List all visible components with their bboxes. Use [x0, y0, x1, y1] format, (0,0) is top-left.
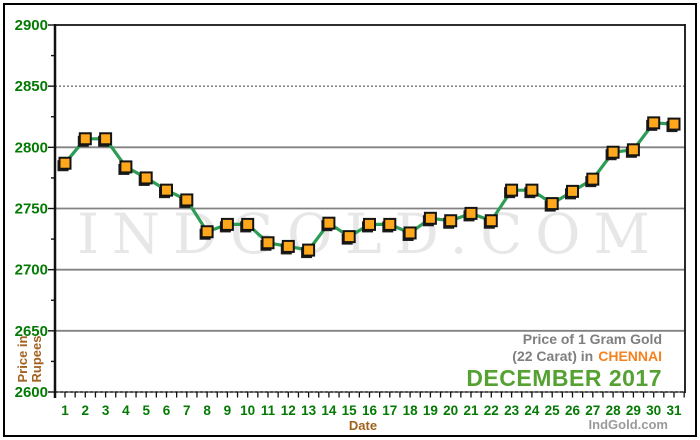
x-tick-label: 28 — [606, 403, 622, 418]
x-tick-label: 26 — [565, 403, 581, 418]
x-tick-label: 29 — [626, 403, 641, 418]
data-point-marker — [200, 225, 214, 239]
chart-title-line1: Price of 1 Gram Gold — [522, 331, 662, 347]
data-point-marker — [566, 184, 579, 198]
x-tick-label: 4 — [122, 403, 130, 418]
x-tick-label: 1 — [61, 403, 69, 418]
x-tick-label: 27 — [585, 403, 600, 418]
data-point-marker — [505, 183, 519, 197]
x-tick-label: 6 — [163, 403, 171, 418]
chart-title-city: CHENNAI — [598, 348, 662, 364]
x-tick-label: 18 — [403, 403, 419, 418]
data-point-marker — [180, 193, 194, 207]
data-point-marker — [606, 145, 620, 159]
x-tick-label: 3 — [102, 403, 110, 418]
data-point-marker — [525, 183, 539, 197]
x-tick-label: 15 — [342, 403, 358, 418]
y-axis-title-line2: Rupees — [29, 335, 44, 383]
x-tick-label: 12 — [281, 403, 296, 418]
x-tick-label: 21 — [463, 403, 479, 418]
y-tick-label: 2800 — [15, 139, 48, 156]
data-point-marker — [484, 214, 498, 228]
data-point-marker — [444, 214, 458, 228]
x-tick-label: 17 — [382, 403, 397, 418]
x-tick-label: 25 — [545, 403, 561, 418]
data-point-marker — [241, 217, 255, 231]
data-point-marker — [302, 243, 316, 257]
x-tick-label: 20 — [443, 403, 458, 418]
x-tick-label: 24 — [524, 403, 540, 418]
x-tick-label: 8 — [203, 403, 211, 418]
data-point-marker — [261, 236, 275, 250]
x-tick-label: 7 — [183, 403, 191, 418]
x-tick-label: 2 — [82, 403, 90, 418]
x-tick-label: 11 — [261, 403, 276, 418]
x-tick-label: 5 — [142, 403, 150, 418]
data-point-marker — [383, 217, 397, 231]
data-point-marker — [363, 217, 376, 231]
y-axis-title: Price in Rupees — [15, 330, 44, 388]
x-tick-label: 19 — [423, 403, 438, 418]
data-point-marker — [626, 143, 640, 157]
data-point-marker — [342, 230, 356, 244]
x-tick-label: 10 — [240, 403, 255, 418]
data-point-marker — [322, 216, 336, 230]
y-tick-label: 2650 — [15, 323, 48, 340]
y-tick-label: 2750 — [15, 201, 48, 218]
y-axis-title-line1: Price in — [15, 335, 30, 383]
chart-title-line2: (22 Carat) in CHENNAI — [466, 348, 662, 365]
y-tick-label: 2600 — [15, 384, 48, 401]
x-tick-label: 14 — [321, 403, 337, 418]
data-point-marker — [139, 171, 153, 185]
x-tick-label: 9 — [224, 403, 232, 418]
data-point-marker — [403, 226, 417, 240]
y-tick-label: 2900 — [15, 17, 48, 34]
data-point-marker — [160, 183, 173, 197]
x-tick-label: 30 — [646, 403, 661, 418]
data-point-marker — [119, 160, 133, 174]
data-point-marker — [667, 117, 681, 131]
y-tick-label: 2850 — [15, 78, 48, 95]
x-tick-label: 13 — [301, 403, 317, 418]
chart-title-line2-prefix: (22 Carat) in — [512, 348, 594, 364]
data-point-marker — [423, 211, 437, 225]
data-point-marker — [220, 217, 234, 231]
indgold-watermark: INDGOLD.COM — [77, 202, 663, 266]
data-point-marker — [58, 156, 72, 170]
data-point-marker — [99, 132, 113, 146]
data-point-marker — [78, 132, 92, 146]
y-tick-label: 2700 — [15, 262, 48, 279]
data-point-marker — [464, 206, 478, 220]
data-point-marker — [647, 116, 661, 130]
data-point-marker — [545, 197, 559, 211]
data-point-marker — [281, 239, 295, 253]
chart-title-block: Price of 1 Gram Gold (22 Carat) in CHENNA… — [466, 331, 662, 391]
x-tick-label: 31 — [666, 403, 682, 418]
x-axis-title: Date — [348, 418, 378, 433]
x-tick-label: 23 — [504, 403, 520, 418]
x-tick-label: 16 — [362, 403, 378, 418]
footer-brand-text: IndGold.com — [588, 417, 668, 432]
data-point-marker — [586, 172, 600, 186]
chart-title-month-year: DECEMBER 2017 — [466, 365, 662, 391]
x-tick-label: 22 — [484, 403, 499, 418]
